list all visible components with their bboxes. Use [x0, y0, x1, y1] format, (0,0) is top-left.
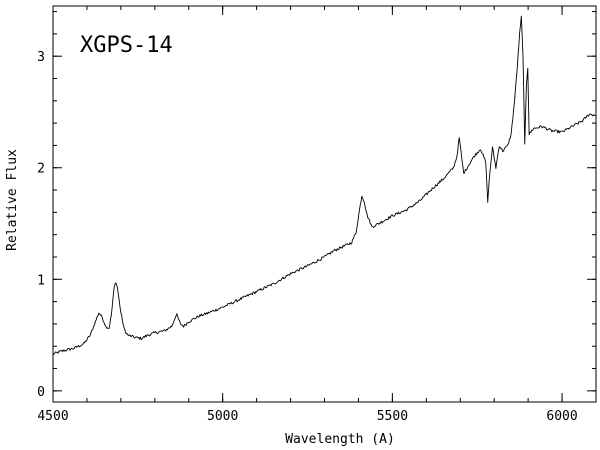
spectrum-series-line: [52, 15, 597, 355]
x-tick-label: 5500: [377, 409, 408, 424]
x-tick-label: 5000: [207, 409, 238, 424]
plot-frame: [52, 5, 597, 403]
y-tick-label: 1: [37, 273, 45, 288]
y-tick-label: 2: [37, 162, 45, 177]
x-tick-label: 4500: [37, 409, 68, 424]
y-axis-label: Relative Flux: [5, 149, 20, 251]
minor-ticks: [52, 6, 597, 402]
major-ticks: [52, 6, 596, 402]
x-axis-label: Wavelength (A): [285, 432, 395, 447]
chart-title: XGPS-14: [80, 33, 173, 58]
y-tick-label: 3: [37, 50, 45, 65]
x-tick-labels: 4500 5000 5500 6000: [37, 409, 577, 424]
y-tick-labels: 0 1 2 3: [37, 50, 45, 400]
y-tick-label: 0: [37, 385, 45, 400]
x-tick-label: 6000: [546, 409, 577, 424]
